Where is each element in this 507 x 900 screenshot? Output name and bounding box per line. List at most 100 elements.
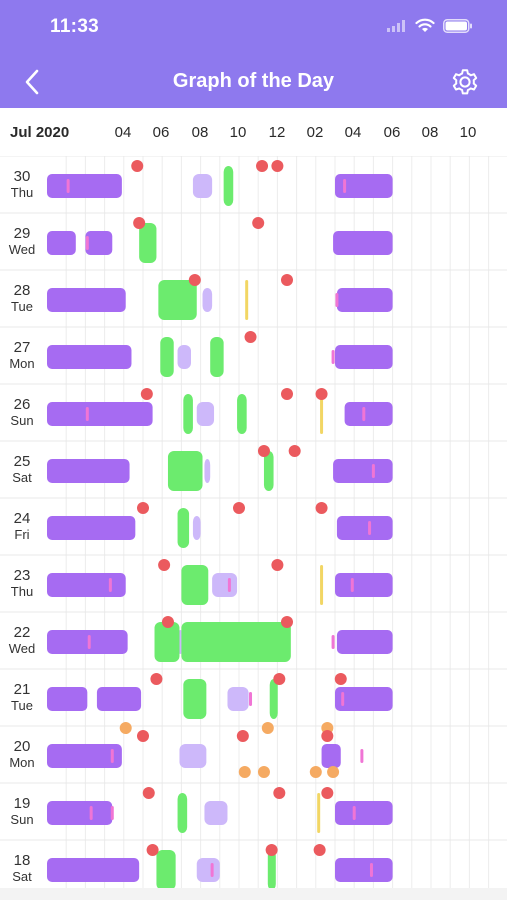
hour-tick: 06	[383, 124, 401, 141]
light-sleep-bar	[227, 687, 249, 711]
day-label: 24 Fri	[0, 510, 44, 543]
red-marker-dot	[137, 730, 149, 742]
wake-tick	[87, 635, 91, 649]
sleep-bar	[47, 459, 130, 483]
sleep-bar	[47, 801, 113, 825]
red-marker-dot	[146, 844, 159, 856]
activity-block	[181, 622, 291, 662]
sleep-bar	[336, 516, 393, 540]
activity-block	[154, 622, 180, 662]
red-marker-dot	[131, 160, 144, 172]
day-weekday: Wed	[8, 242, 36, 257]
red-marker-dot	[244, 331, 257, 343]
hour-tick: 02	[306, 124, 324, 141]
activity-block	[223, 166, 234, 206]
day-label: 26 Sun	[0, 396, 44, 429]
activity-block	[160, 337, 174, 377]
activity-block	[210, 337, 224, 377]
sleep-bar	[47, 687, 88, 711]
wake-tick	[369, 863, 373, 877]
red-marker-dot	[188, 274, 201, 286]
day-weekday: Tue	[11, 698, 33, 713]
wake-tick	[227, 578, 231, 592]
activity-block	[237, 394, 247, 434]
sleep-bar	[85, 231, 113, 255]
hour-tick: 04	[114, 124, 132, 141]
light-sleep-bar	[196, 858, 220, 882]
day-label: 23 Thu	[0, 567, 44, 600]
wake-tick	[108, 578, 112, 592]
hour-tick: 10	[459, 124, 477, 141]
day-timeline-grid[interactable]: 30 Thu 29 Wed 28 Tue 27 Mon 26 Sun 25 Sat 24 Fri 23 Thu…	[0, 155, 507, 900]
red-marker-dot	[273, 673, 286, 685]
red-marker-dot	[281, 388, 293, 400]
wake-tick	[85, 236, 89, 250]
wake-tick	[343, 179, 347, 193]
day-label: 18 Sat	[0, 852, 44, 885]
day-number: 21	[13, 681, 31, 698]
wake-tick	[352, 806, 356, 820]
day-weekday: Mon	[9, 356, 35, 371]
red-marker-dot	[315, 502, 328, 514]
sleep-bar	[335, 174, 393, 198]
light-sleep-bar	[196, 402, 215, 426]
wake-tick	[110, 749, 114, 763]
red-marker-dot	[236, 730, 249, 742]
orange-marker-dot	[327, 766, 340, 778]
sleep-bar	[96, 687, 142, 711]
red-marker-dot	[281, 616, 293, 628]
day-label: 25 Sat	[0, 453, 44, 486]
day-weekday: Thu	[10, 185, 34, 200]
page-title: Graph of the Day	[172, 70, 335, 92]
hour-tick: 04	[344, 124, 362, 141]
battery-icon	[443, 18, 472, 33]
red-marker-dot	[150, 673, 163, 685]
activity-block	[177, 793, 188, 833]
sleep-bar	[47, 858, 140, 882]
day-weekday: Sat	[12, 470, 32, 485]
day-label: 28 Tue	[0, 282, 44, 315]
wifi-icon	[415, 18, 435, 32]
day-weekday: Sat	[12, 869, 32, 884]
sleep-bar	[333, 231, 393, 255]
day-number: 25	[13, 453, 31, 470]
wake-tick	[249, 692, 253, 706]
red-marker-dot	[273, 787, 286, 799]
light-sleep-bar	[179, 744, 207, 768]
activity-block	[267, 850, 276, 890]
wake-tick	[210, 863, 214, 877]
orange-marker-dot	[261, 722, 274, 734]
orange-marker-dot	[309, 766, 322, 778]
light-sleep-bar	[177, 345, 191, 369]
day-label: 22 Wed	[0, 624, 44, 657]
activity-block	[177, 508, 190, 548]
day-number: 26	[13, 396, 31, 413]
bottom-edge	[0, 888, 507, 900]
day-number: 28	[13, 282, 31, 299]
back-chevron-icon[interactable]	[20, 68, 46, 96]
wake-tick	[85, 407, 89, 421]
red-marker-dot	[313, 844, 326, 856]
light-sleep-bar	[192, 174, 213, 198]
day-label: 30 Thu	[0, 168, 44, 201]
light-sleep-bar	[202, 288, 213, 312]
wake-tick	[331, 635, 335, 649]
hour-tick: 10	[229, 124, 247, 141]
sleep-bar	[47, 345, 132, 369]
sleep-bar	[47, 516, 136, 540]
activity-block	[263, 451, 274, 491]
activity-block	[183, 394, 193, 434]
gear-icon[interactable]	[449, 66, 481, 98]
day-number: 30	[13, 168, 31, 185]
red-marker-dot	[288, 445, 301, 457]
yellow-marker	[317, 793, 321, 833]
sleep-bar	[335, 573, 393, 597]
sleep-bar	[47, 288, 126, 312]
sleep-bar	[47, 402, 153, 426]
wake-tick	[368, 521, 372, 535]
sleep-bar	[335, 858, 393, 882]
red-marker-dot	[265, 844, 278, 856]
day-weekday: Thu	[10, 584, 34, 599]
day-label: 20 Mon	[0, 738, 44, 771]
